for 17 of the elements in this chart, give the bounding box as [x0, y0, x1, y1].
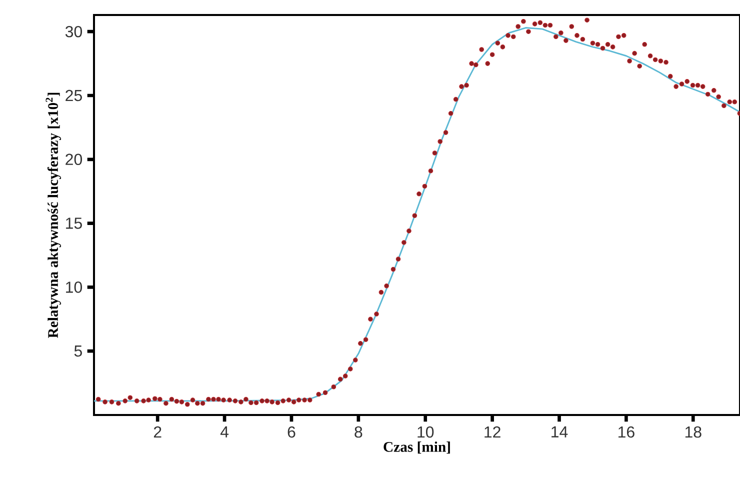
x-tick-label: 8: [354, 426, 362, 438]
x-tick-label: 2: [154, 426, 162, 438]
y-tick-label: 15: [66, 218, 82, 229]
x-tick-label: 4: [220, 426, 229, 438]
y-tick-label: 25: [66, 90, 82, 102]
x-tick-label: 10: [418, 426, 434, 438]
y-axis-title: Relatywna aktywność lucyferazy [x10$^{2}$]: [46, 92, 61, 338]
x-tick-label: 18: [685, 426, 702, 438]
y-tick-label: 20: [66, 154, 82, 166]
y-tick-label: 10: [66, 282, 82, 293]
y-tick-label: 30: [65, 26, 82, 38]
x-tick-label: 14: [552, 426, 568, 438]
x-tick-label: 16: [618, 426, 634, 438]
y-tick-label: 5: [74, 346, 82, 357]
x-tick-label: 6: [288, 426, 296, 438]
x-axis-title: Czas [min]: [384, 442, 450, 454]
x-tick-label: 12: [484, 426, 500, 438]
